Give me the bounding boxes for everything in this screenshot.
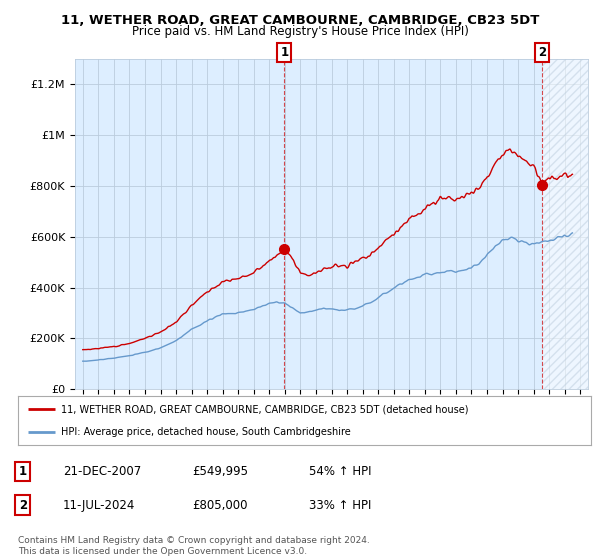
- Text: 2: 2: [538, 46, 546, 59]
- Text: 33% ↑ HPI: 33% ↑ HPI: [309, 498, 371, 512]
- Text: Price paid vs. HM Land Registry's House Price Index (HPI): Price paid vs. HM Land Registry's House …: [131, 25, 469, 38]
- Text: 54% ↑ HPI: 54% ↑ HPI: [309, 465, 371, 478]
- Bar: [542, 59, 588, 389]
- Text: 11, WETHER ROAD, GREAT CAMBOURNE, CAMBRIDGE, CB23 5DT: 11, WETHER ROAD, GREAT CAMBOURNE, CAMBRI…: [61, 14, 539, 27]
- Text: £805,000: £805,000: [192, 498, 248, 512]
- Bar: [542, 59, 588, 389]
- Text: 1: 1: [280, 46, 289, 59]
- Text: 11, WETHER ROAD, GREAT CAMBOURNE, CAMBRIDGE, CB23 5DT (detached house): 11, WETHER ROAD, GREAT CAMBOURNE, CAMBRI…: [61, 404, 469, 414]
- Text: 11-JUL-2024: 11-JUL-2024: [63, 498, 136, 512]
- Text: HPI: Average price, detached house, South Cambridgeshire: HPI: Average price, detached house, Sout…: [61, 427, 351, 437]
- Text: 21-DEC-2007: 21-DEC-2007: [63, 465, 141, 478]
- Text: Contains HM Land Registry data © Crown copyright and database right 2024.
This d: Contains HM Land Registry data © Crown c…: [18, 536, 370, 556]
- Text: 1: 1: [19, 465, 27, 478]
- Text: £549,995: £549,995: [192, 465, 248, 478]
- Text: 2: 2: [19, 498, 27, 512]
